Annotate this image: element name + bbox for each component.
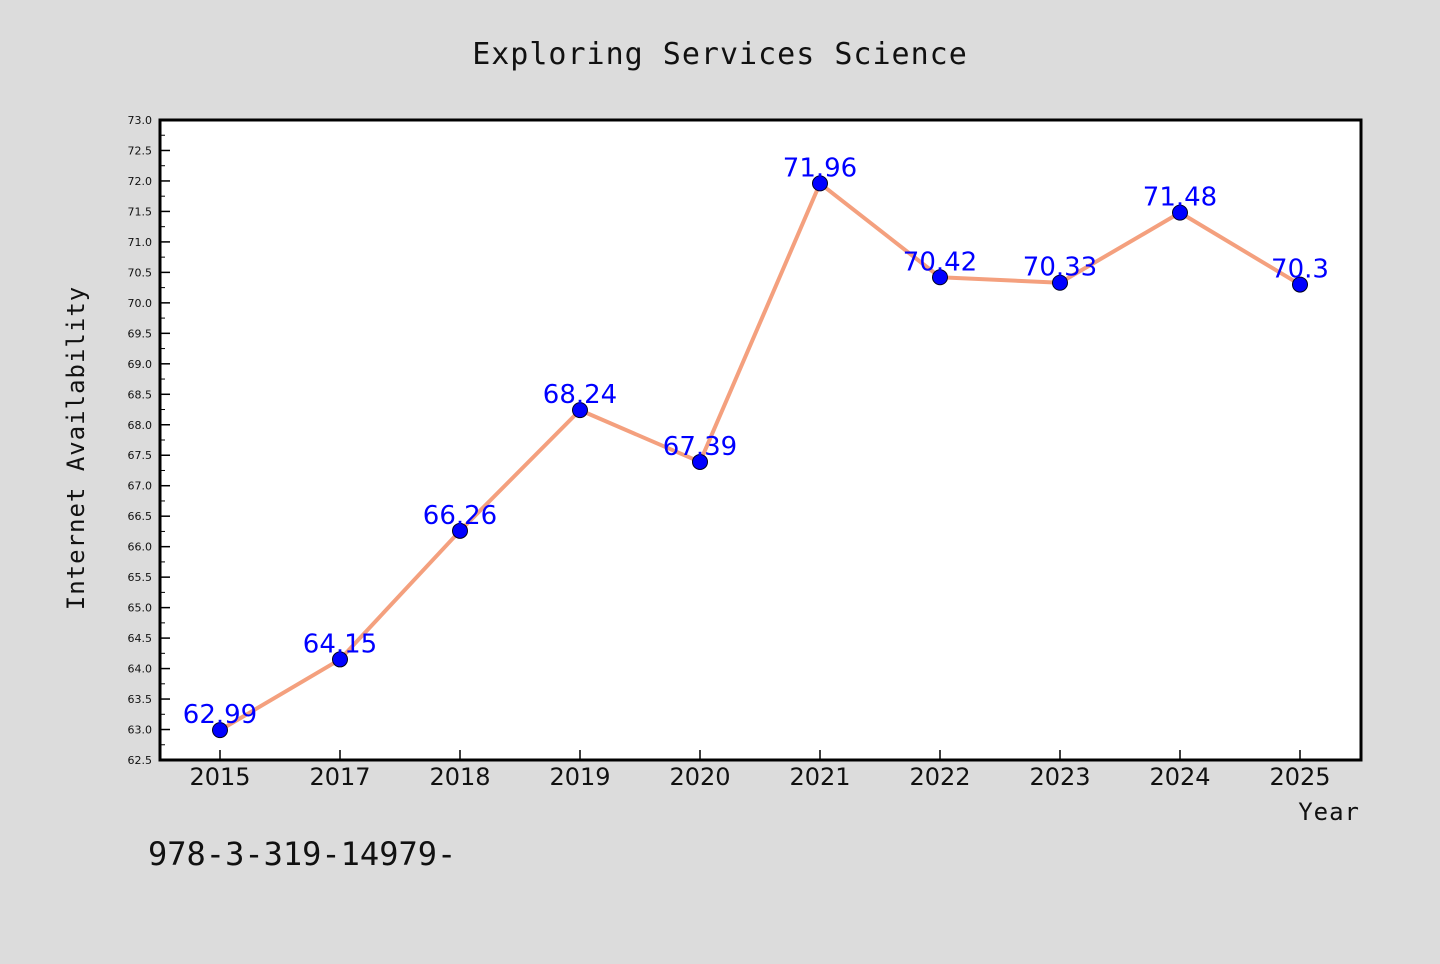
- x-tick-label: 2024: [1149, 763, 1210, 791]
- data-label: 70.33: [1023, 253, 1097, 283]
- data-point: [1052, 274, 1068, 291]
- data-label: 66.26: [423, 501, 497, 531]
- data-label: 71.48: [1143, 183, 1217, 213]
- data-point: [812, 175, 828, 192]
- data-label: 71.96: [783, 153, 857, 183]
- data-point: [1292, 276, 1308, 293]
- x-tick-label: 2019: [549, 763, 610, 791]
- x-tick-label: 2021: [789, 763, 850, 791]
- y-tick-label: 65.5: [128, 571, 153, 584]
- x-tick-label: 2025: [1269, 763, 1330, 791]
- y-tick-label: 62.5: [128, 754, 153, 767]
- y-tick-label: 70.5: [128, 266, 153, 279]
- y-axis-title: Internet Availability: [62, 286, 90, 610]
- chart-title: Exploring Services Science: [472, 37, 968, 72]
- data-label: 67.39: [663, 432, 737, 462]
- x-axis: 2015 2017 2018 2019 2020 2021 2022 2023 2024 2025: [189, 750, 1331, 791]
- data-point: [452, 522, 468, 539]
- y-tick-label: 69.5: [128, 327, 153, 340]
- data-point: [932, 269, 948, 286]
- data-label: 64.15: [303, 629, 377, 659]
- y-tick-label: 68.5: [128, 388, 153, 401]
- y-tick-label: 71.0: [128, 236, 153, 249]
- y-tick-label: 72.0: [128, 175, 153, 188]
- data-label: 62.99: [183, 700, 257, 730]
- data-label: 70.3: [1271, 255, 1329, 285]
- x-tick-label: 2018: [429, 763, 490, 791]
- y-tick-label: 64.5: [128, 632, 153, 645]
- y-tick-label: 71.5: [128, 205, 153, 218]
- x-axis-title: Year: [1298, 798, 1360, 826]
- plot-area: [158, 118, 1363, 762]
- isbn-footnote: 978-3-319-14979-: [148, 835, 456, 873]
- series-line: [218, 181, 1302, 732]
- y-tick-label: 63.5: [128, 693, 153, 706]
- series-layer: 62.99 64.15 66.26 68.24 67.39 71.96 70.42 70.33…: [183, 153, 1329, 739]
- data-point: [332, 651, 348, 668]
- x-tick-label: 2022: [909, 763, 970, 791]
- y-tick-label: 67.0: [128, 480, 153, 493]
- x-tick-label: 2017: [309, 763, 370, 791]
- y-tick-label: 64.0: [128, 663, 153, 676]
- y-tick-label: 66.0: [128, 541, 153, 554]
- data-point: [572, 402, 588, 419]
- y-axis: 62.5 63.0 63.5 64.0 64.5 65.0 65.5 66.0 66.5 67.0…: [128, 114, 170, 767]
- x-tick-label: 2015: [189, 763, 250, 791]
- data-label: 70.42: [903, 247, 977, 277]
- y-tick-label: 70.0: [128, 297, 153, 310]
- y-tick-label: 72.5: [128, 144, 153, 157]
- x-tick-label: 2020: [669, 763, 730, 791]
- data-point: [1172, 204, 1188, 221]
- y-tick-label: 63.0: [128, 724, 153, 737]
- y-tick-label: 67.5: [128, 449, 153, 462]
- y-tick-label: 66.5: [128, 510, 153, 523]
- y-tick-label: 73.0: [128, 114, 153, 127]
- y-tick-label: 65.0: [128, 602, 153, 615]
- x-tick-label: 2023: [1029, 763, 1090, 791]
- data-label: 68.24: [543, 380, 617, 410]
- y-tick-label: 68.0: [128, 419, 153, 432]
- y-tick-label: 69.0: [128, 358, 153, 371]
- data-point: [692, 453, 708, 470]
- data-point: [212, 722, 228, 739]
